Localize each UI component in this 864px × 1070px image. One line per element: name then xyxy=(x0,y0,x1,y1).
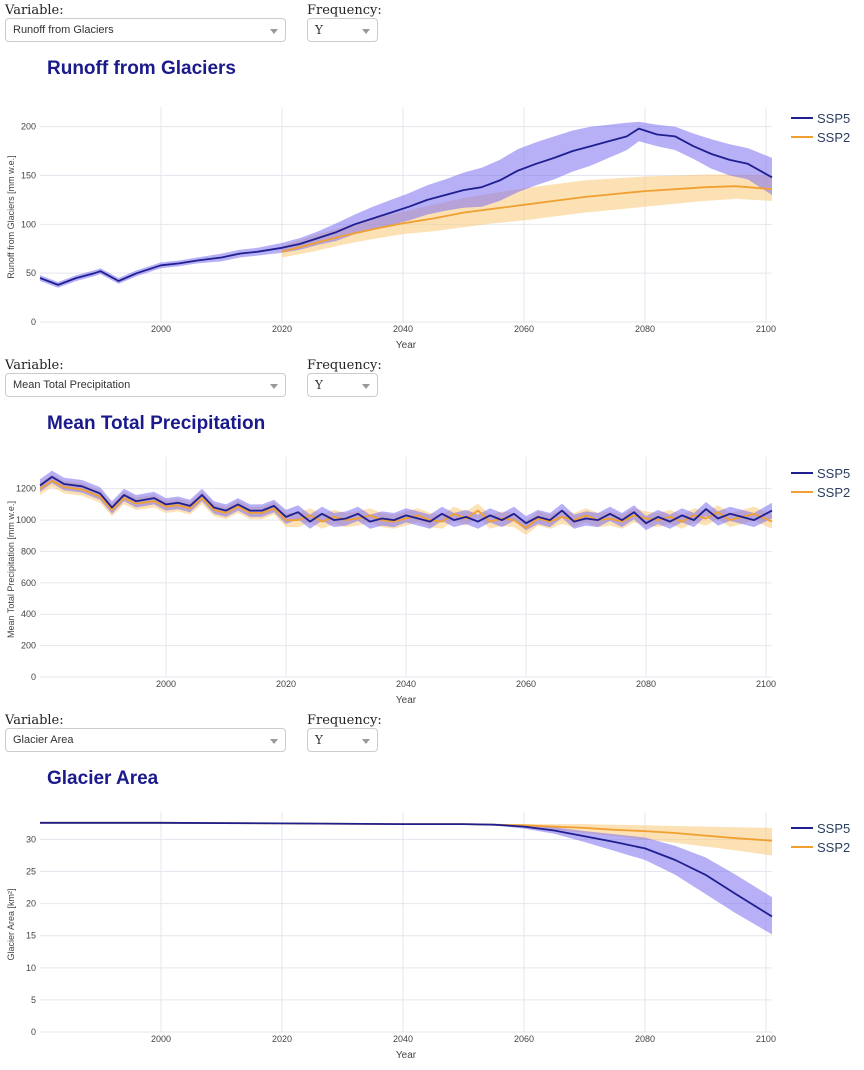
x-tick-label: 2100 xyxy=(756,324,776,334)
line-ssp5 xyxy=(39,127,773,286)
y-tick-label: 200 xyxy=(21,122,36,132)
x-axis-title: Year xyxy=(396,695,417,706)
x-tick-label: 2080 xyxy=(635,324,655,334)
x-tick-label: 2080 xyxy=(636,679,656,689)
legend-label-ssp2[interactable]: SSP2 xyxy=(817,485,850,500)
chevron-down-icon xyxy=(270,739,278,744)
variable-dropdown-value: Mean Total Precipitation xyxy=(13,379,131,391)
line-ssp5 xyxy=(40,821,773,918)
chart-title: Runoff from Glaciers xyxy=(47,58,236,79)
y-tick-label: 20 xyxy=(26,899,36,909)
frequency-dropdown[interactable]: Y xyxy=(307,18,378,42)
x-tick-label: 2060 xyxy=(514,1034,534,1044)
x-axis-title: Year xyxy=(396,1050,417,1061)
y-tick-label: 600 xyxy=(21,578,36,588)
band-ssp2 xyxy=(282,174,772,258)
x-tick-label: 2000 xyxy=(151,324,171,334)
x-tick-label: 2080 xyxy=(635,1034,655,1044)
y-tick-label: 30 xyxy=(26,834,36,844)
y-tick-label: 0 xyxy=(31,672,36,682)
frequency-dropdown[interactable]: Y xyxy=(307,728,378,752)
frequency-label: Frequency: xyxy=(307,358,382,373)
y-axis-title: Mean Total Precipitation [mm w.e.] xyxy=(6,501,16,638)
y-tick-label: 1200 xyxy=(16,484,36,494)
y-axis-title: Runoff from Glaciers [mm w.e.] xyxy=(6,155,16,278)
x-tick-label: 2040 xyxy=(396,679,416,689)
legend-label-ssp2[interactable]: SSP2 xyxy=(817,130,850,145)
variable-label: Variable: xyxy=(5,3,64,18)
legend-label-ssp5[interactable]: SSP5 xyxy=(817,466,850,481)
line-ssp5 xyxy=(39,476,773,525)
chevron-down-icon xyxy=(362,739,370,744)
panel-precipitation: Variable: Mean Total Precipitation Frequ… xyxy=(0,355,864,710)
glacier-area-chart: 0 5 10 15 20 25 30 2000 2020 2040 2060 2080 2100 Year… xyxy=(6,812,850,1061)
x-tick-label: 2000 xyxy=(156,679,176,689)
x-tick-label: 2020 xyxy=(276,679,296,689)
x-tick-label: 2020 xyxy=(272,324,292,334)
chevron-down-icon xyxy=(362,384,370,389)
chevron-down-icon xyxy=(362,29,370,34)
panel-glacier-area: Variable: Glacier Area Frequency: Y Glac… xyxy=(0,710,864,1065)
frequency-label: Frequency: xyxy=(307,3,382,18)
band-ssp2 xyxy=(40,822,772,856)
variable-dropdown[interactable]: Mean Total Precipitation xyxy=(5,373,286,397)
line-ssp2 xyxy=(281,185,773,253)
frequency-dropdown-value: Y xyxy=(315,23,323,37)
x-tick-label: 2060 xyxy=(516,679,536,689)
chart-title: Mean Total Precipitation xyxy=(47,413,266,434)
precipitation-chart: 0 200 400 600 800 1000 1200 2000 2020 2040 2060 208… xyxy=(6,457,850,706)
y-tick-label: 200 xyxy=(21,641,36,651)
frequency-dropdown[interactable]: Y xyxy=(307,373,378,397)
chart-title: Glacier Area xyxy=(47,768,159,789)
band-ssp5 xyxy=(40,470,772,531)
variable-dropdown-value: Glacier Area xyxy=(13,734,74,746)
y-tick-label: 1000 xyxy=(16,515,36,525)
frequency-dropdown-value: Y xyxy=(315,378,323,392)
x-tick-label: 2060 xyxy=(514,324,534,334)
legend-label-ssp5[interactable]: SSP5 xyxy=(817,111,850,126)
y-tick-label: 5 xyxy=(31,995,36,1005)
variable-dropdown[interactable]: Runoff from Glaciers xyxy=(5,18,286,42)
variable-label: Variable: xyxy=(5,358,64,373)
legend-label-ssp2[interactable]: SSP2 xyxy=(817,840,850,855)
variable-label: Variable: xyxy=(5,713,64,728)
x-tick-label: 2020 xyxy=(272,1034,292,1044)
x-axis-title: Year xyxy=(396,340,417,351)
chevron-down-icon xyxy=(270,29,278,34)
runoff-chart: 0 50 100 150 200 2000 2020 2040 2060 2080 2100 Year… xyxy=(6,107,850,351)
legend-label-ssp5[interactable]: SSP5 xyxy=(817,821,850,836)
y-tick-label: 15 xyxy=(26,931,36,941)
variable-dropdown-value: Runoff from Glaciers xyxy=(13,24,114,36)
y-tick-label: 0 xyxy=(31,1027,36,1037)
y-tick-label: 25 xyxy=(26,867,36,877)
frequency-dropdown-value: Y xyxy=(315,733,323,747)
y-tick-label: 0 xyxy=(31,317,36,327)
y-axis-title: Glacier Area [km²] xyxy=(6,888,16,960)
y-tick-label: 10 xyxy=(26,963,36,973)
x-tick-label: 2040 xyxy=(393,324,413,334)
y-tick-label: 100 xyxy=(21,219,36,229)
panel-runoff: Variable: Runoff from Glaciers Frequency… xyxy=(0,0,864,355)
y-tick-label: 800 xyxy=(21,546,36,556)
chevron-down-icon xyxy=(270,384,278,389)
y-tick-label: 50 xyxy=(26,268,36,278)
x-tick-label: 2000 xyxy=(151,1034,171,1044)
x-tick-label: 2040 xyxy=(393,1034,413,1044)
variable-dropdown[interactable]: Glacier Area xyxy=(5,728,286,752)
x-tick-label: 2100 xyxy=(756,679,776,689)
band-ssp5 xyxy=(40,121,772,288)
x-tick-label: 2100 xyxy=(756,1034,776,1044)
frequency-label: Frequency: xyxy=(307,713,382,728)
y-tick-label: 400 xyxy=(21,609,36,619)
y-tick-label: 150 xyxy=(21,170,36,180)
